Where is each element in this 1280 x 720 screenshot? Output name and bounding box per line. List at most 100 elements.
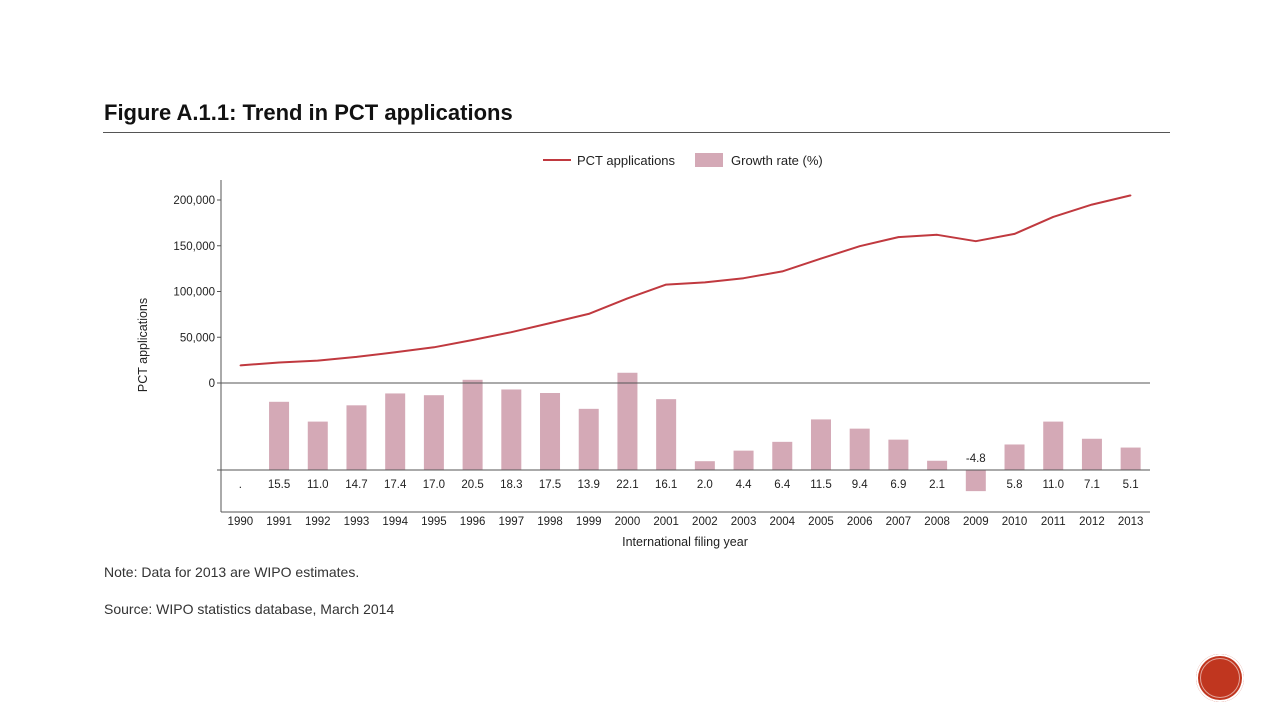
growth-label-2006: 9.4 (852, 479, 869, 491)
growth-bar-1998 (540, 393, 561, 470)
growth-bar-1994 (385, 393, 406, 470)
x-tick-label-1990: 1990 (228, 516, 254, 528)
chart-labels: . 15.5 11.0 14.7 17.4 17.0 20.5 18.3 17.5 13.9 22.… (228, 453, 1144, 528)
growth-bar-2012 (1081, 438, 1102, 470)
chart-legend: PCT applications Growth rate (%) (543, 153, 823, 168)
applications-line (239, 194, 1132, 367)
growth-label-1996: 20.5 (461, 479, 483, 491)
growth-label-1997: 18.3 (500, 479, 522, 491)
growth-label-1993: 14.7 (345, 479, 367, 491)
growth-bar-2001 (656, 399, 677, 470)
y-tick-label: 100,000 (173, 287, 215, 299)
growth-bar-2000 (617, 372, 638, 470)
line-point-1995 (433, 346, 435, 349)
line-point-2004 (781, 270, 784, 273)
button-ring (1200, 658, 1240, 698)
line-point-2007 (897, 236, 900, 238)
growth-bar-2007 (888, 439, 909, 470)
line-point-1999 (587, 313, 590, 315)
line-point-2008 (936, 233, 938, 236)
line-point-1996 (471, 339, 474, 341)
line-point-2010 (1013, 233, 1016, 235)
growth-bar-2006 (849, 428, 870, 470)
line-point-2009 (975, 240, 977, 242)
x-tick-label-2003: 2003 (731, 516, 757, 528)
growth-bar-2009 (965, 470, 986, 492)
x-axis-title: International filing year (622, 535, 748, 549)
line-point-2003 (742, 277, 745, 280)
growth-bar-2005 (810, 419, 831, 470)
growth-bar-1993 (346, 405, 367, 470)
growth-label-2005: 11.5 (810, 479, 832, 491)
growth-bar-2004 (772, 441, 793, 470)
growth-bar-1995 (423, 395, 444, 470)
growth-bar-1999 (578, 408, 599, 470)
growth-bar-2013 (1120, 447, 1141, 470)
x-tick-label-1995: 1995 (421, 516, 447, 528)
next-slide-button[interactable] (1196, 654, 1244, 702)
x-tick-label-2013: 2013 (1118, 516, 1144, 528)
growth-label-2003: 4.4 (736, 479, 753, 491)
growth-label-1995: 17.0 (423, 479, 445, 491)
y-tick-label: 0 (209, 378, 215, 390)
chart-axes: 200,000 150,000 100,000 50,000 0 (173, 180, 1150, 513)
growth-label-1992: 11.0 (307, 479, 329, 491)
growth-label-1994: 17.4 (384, 479, 407, 491)
line-point-1998 (549, 322, 551, 324)
x-tick-label-2007: 2007 (886, 516, 912, 528)
line-point-1991 (278, 361, 280, 364)
y-tick-label: 50,000 (180, 332, 215, 344)
growth-label-2002: 2.0 (697, 479, 713, 491)
x-tick-label-1992: 1992 (305, 516, 331, 528)
growth-label-1999: 13.9 (578, 479, 600, 491)
legend-bar-swatch (695, 153, 723, 167)
growth-label-2007: 6.9 (890, 479, 906, 491)
x-tick-label-2002: 2002 (692, 516, 718, 528)
line-point-1993 (355, 356, 358, 358)
x-tick-label-1994: 1994 (382, 516, 408, 528)
line-point-2000 (626, 297, 629, 300)
line-point-1994 (394, 351, 396, 354)
x-tick-label-2008: 2008 (924, 516, 950, 528)
line-point-2012 (1091, 203, 1093, 206)
x-tick-label-2012: 2012 (1079, 516, 1105, 528)
growth-label-2010: 5.8 (1007, 479, 1023, 491)
growth-label-1990: . (239, 479, 242, 491)
growth-bar-1992 (307, 421, 328, 470)
line-point-1992 (316, 359, 319, 362)
growth-bar-1997 (501, 389, 522, 470)
growth-bar-2008 (927, 460, 948, 470)
x-tick-label-1993: 1993 (344, 516, 370, 528)
growth-label-2012: 7.1 (1084, 479, 1100, 491)
slide-title: Figure A.1.1: Trend in PCT applications (104, 100, 513, 125)
x-tick-label-2010: 2010 (1002, 516, 1028, 528)
line-point-2002 (704, 281, 706, 284)
line-point-2011 (1052, 216, 1055, 218)
growth-bar-2010 (1004, 444, 1025, 470)
x-tick-label-2000: 2000 (615, 516, 641, 528)
legend-label-pct-applications: PCT applications (577, 153, 676, 168)
x-tick-label-2011: 2011 (1041, 516, 1066, 528)
x-tick-label-1997: 1997 (499, 516, 525, 528)
growth-label-1998: 17.5 (539, 479, 561, 491)
growth-label-2004: 6.4 (774, 479, 791, 491)
line-point-1990 (239, 364, 242, 367)
growth-label-2013: 5.1 (1123, 479, 1139, 491)
applications-line-path (240, 194, 1131, 367)
x-tick-label-2006: 2006 (847, 516, 873, 528)
growth-label-2000: 22.1 (616, 479, 638, 491)
y-tick-label: 150,000 (173, 241, 215, 253)
line-point-2005 (820, 257, 822, 260)
source-text: Source: WIPO statistics database, March … (104, 601, 395, 617)
y-axis-title: PCT applications (136, 298, 150, 392)
line-point-2013 (1129, 194, 1132, 197)
title-divider (103, 132, 1170, 133)
growth-label-2009: -4.8 (966, 453, 986, 465)
growth-bars (269, 372, 1141, 492)
x-tick-label-2005: 2005 (808, 516, 834, 528)
y-tick-label: 200,000 (173, 195, 215, 207)
x-tick-label-1999: 1999 (576, 516, 602, 528)
x-tick-label-2004: 2004 (769, 516, 795, 528)
x-tick-label-2001: 2001 (653, 516, 679, 528)
